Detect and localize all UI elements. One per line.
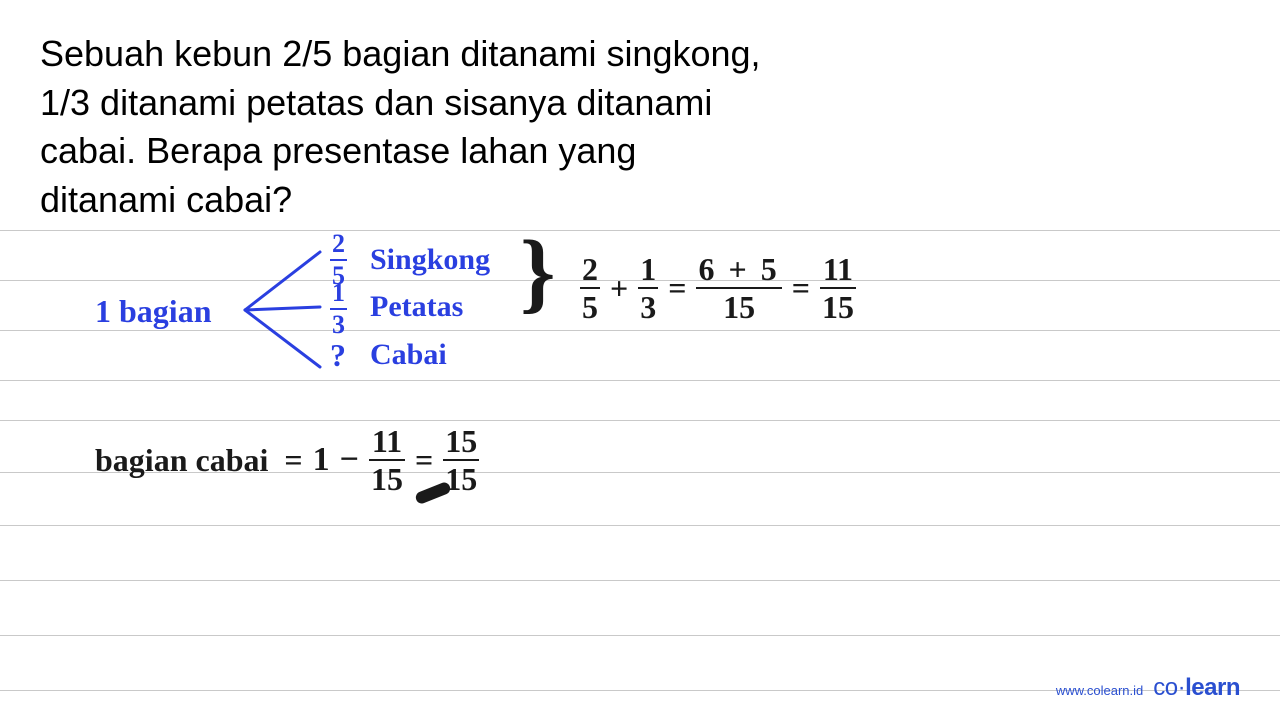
equation-sum: 25 + 13 = 6 + 515 = 1115 — [580, 253, 856, 323]
branch-2-label: Petatas — [370, 290, 463, 324]
frac-2-5: 25 — [580, 253, 600, 323]
frac-1-3: 13 — [638, 253, 658, 323]
footer-url: www.colearn.id — [1056, 683, 1143, 698]
equals-sign: = — [668, 270, 686, 307]
branch-3-label: Cabai — [370, 338, 447, 372]
frac-6plus5-15: 6 + 515 — [696, 253, 781, 323]
branch-lines — [235, 237, 330, 377]
brace-icon: } — [520, 235, 555, 312]
problem-statement: Sebuah kebun 2/5 bagian ditanami singkon… — [40, 30, 761, 224]
equals-sign: = — [792, 270, 810, 307]
equals-sign: = — [415, 442, 433, 479]
frac-11-15: 1115 — [820, 253, 856, 323]
frac-11-15-b: 1115 — [369, 425, 405, 495]
problem-line-3: cabai. Berapa presentase lahan yang — [40, 127, 761, 176]
problem-line-2: 1/3 ditanami petatas dan sisanya ditanam… — [40, 79, 761, 128]
footer-logo: co·learn — [1153, 674, 1240, 702]
problem-line-4: ditanami cabai? — [40, 176, 761, 225]
one: 1 — [313, 441, 330, 479]
rule — [0, 580, 1280, 581]
rule — [0, 330, 1280, 331]
lined-paper-area: 1 bagian 25 Singkong 13 Petatas ? Cabai … — [0, 225, 1280, 680]
rule — [0, 525, 1280, 526]
rule — [0, 380, 1280, 381]
footer-brand: www.colearn.id co·learn — [1056, 674, 1240, 702]
rule — [0, 635, 1280, 636]
equals-sign: = — [284, 442, 302, 479]
branch-1-label: Singkong — [370, 243, 490, 277]
rule — [0, 230, 1280, 231]
plus-sign: + — [610, 270, 628, 307]
cabai-label: bagian cabai — [95, 442, 268, 479]
problem-line-1: Sebuah kebun 2/5 bagian ditanami singkon… — [40, 30, 761, 79]
branch-2-fraction: 13 — [330, 280, 347, 338]
diagram-root-label: 1 bagian — [95, 293, 211, 330]
minus-sign: − — [340, 441, 359, 479]
equation-cabai: bagian cabai = 1 − 1115 = 1515 — [95, 425, 479, 495]
rule — [0, 420, 1280, 421]
branch-3-mark: ? — [330, 337, 346, 374]
